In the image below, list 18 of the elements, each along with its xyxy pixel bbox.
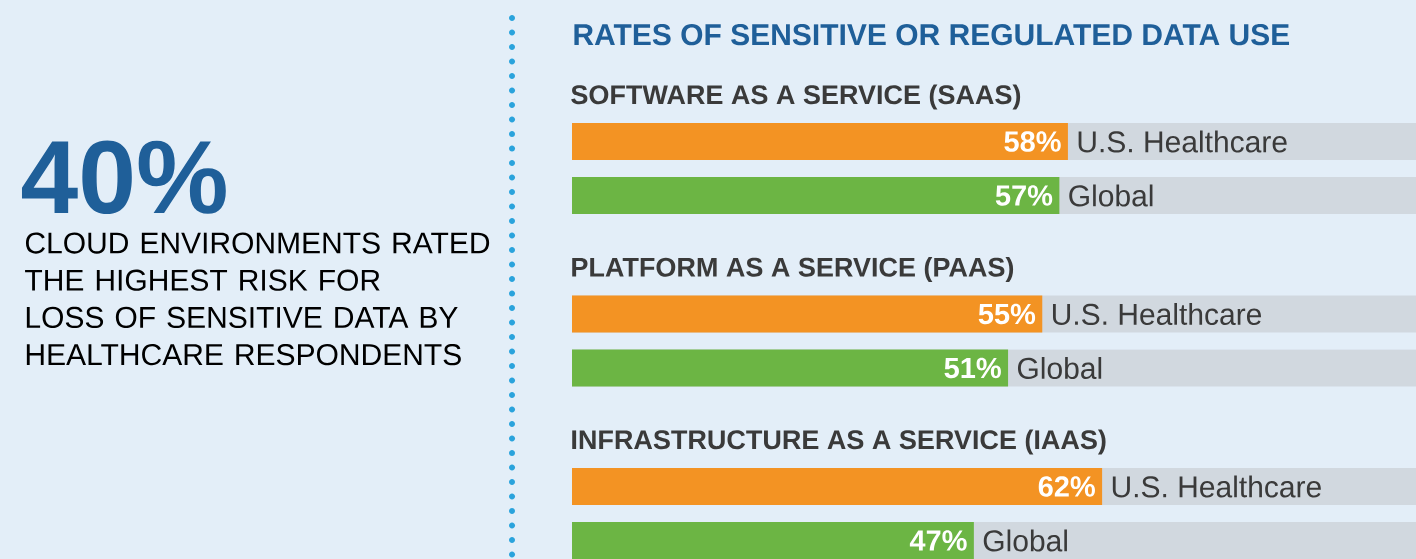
text: 40% <box>21 140 226 214</box>
data-label: 55% <box>978 303 1036 325</box>
series-label: Global <box>1017 356 1102 380</box>
data-label: 58% <box>1004 131 1061 152</box>
data-label: 57% <box>995 185 1053 206</box>
text: CLOUD ENVIRONMENTS RATED THE HIGHEST RISK FOR LOSS OF SENSITIVE DATA BY HEALTHCARE RESPONDENTS <box>25 232 490 366</box>
series-label: U.S. Healthcare <box>1078 130 1287 153</box>
data-label: 51% <box>944 357 1001 379</box>
chart-title: PLATFORM AS A SERVICE (PAAS) <box>572 256 1014 283</box>
chart-title: RATES OF SENSITIVE OR REGULATED DATA USE <box>574 24 1290 46</box>
series-label: Global <box>1069 184 1153 207</box>
data-label: 62% <box>1038 476 1095 497</box>
series-label: U.S. Healthcare <box>1052 302 1262 326</box>
series-label: Global <box>983 529 1067 552</box>
data-label: 47% <box>909 530 967 551</box>
chart-title: INFRASTRUCTURE AS A SERVICE (IAAS) <box>572 429 1106 455</box>
series-label: U.S. Healthcare <box>1112 475 1321 498</box>
chart-subtitle: SOFTWARE AS A SERVICE (SAAS) <box>571 84 1021 110</box>
